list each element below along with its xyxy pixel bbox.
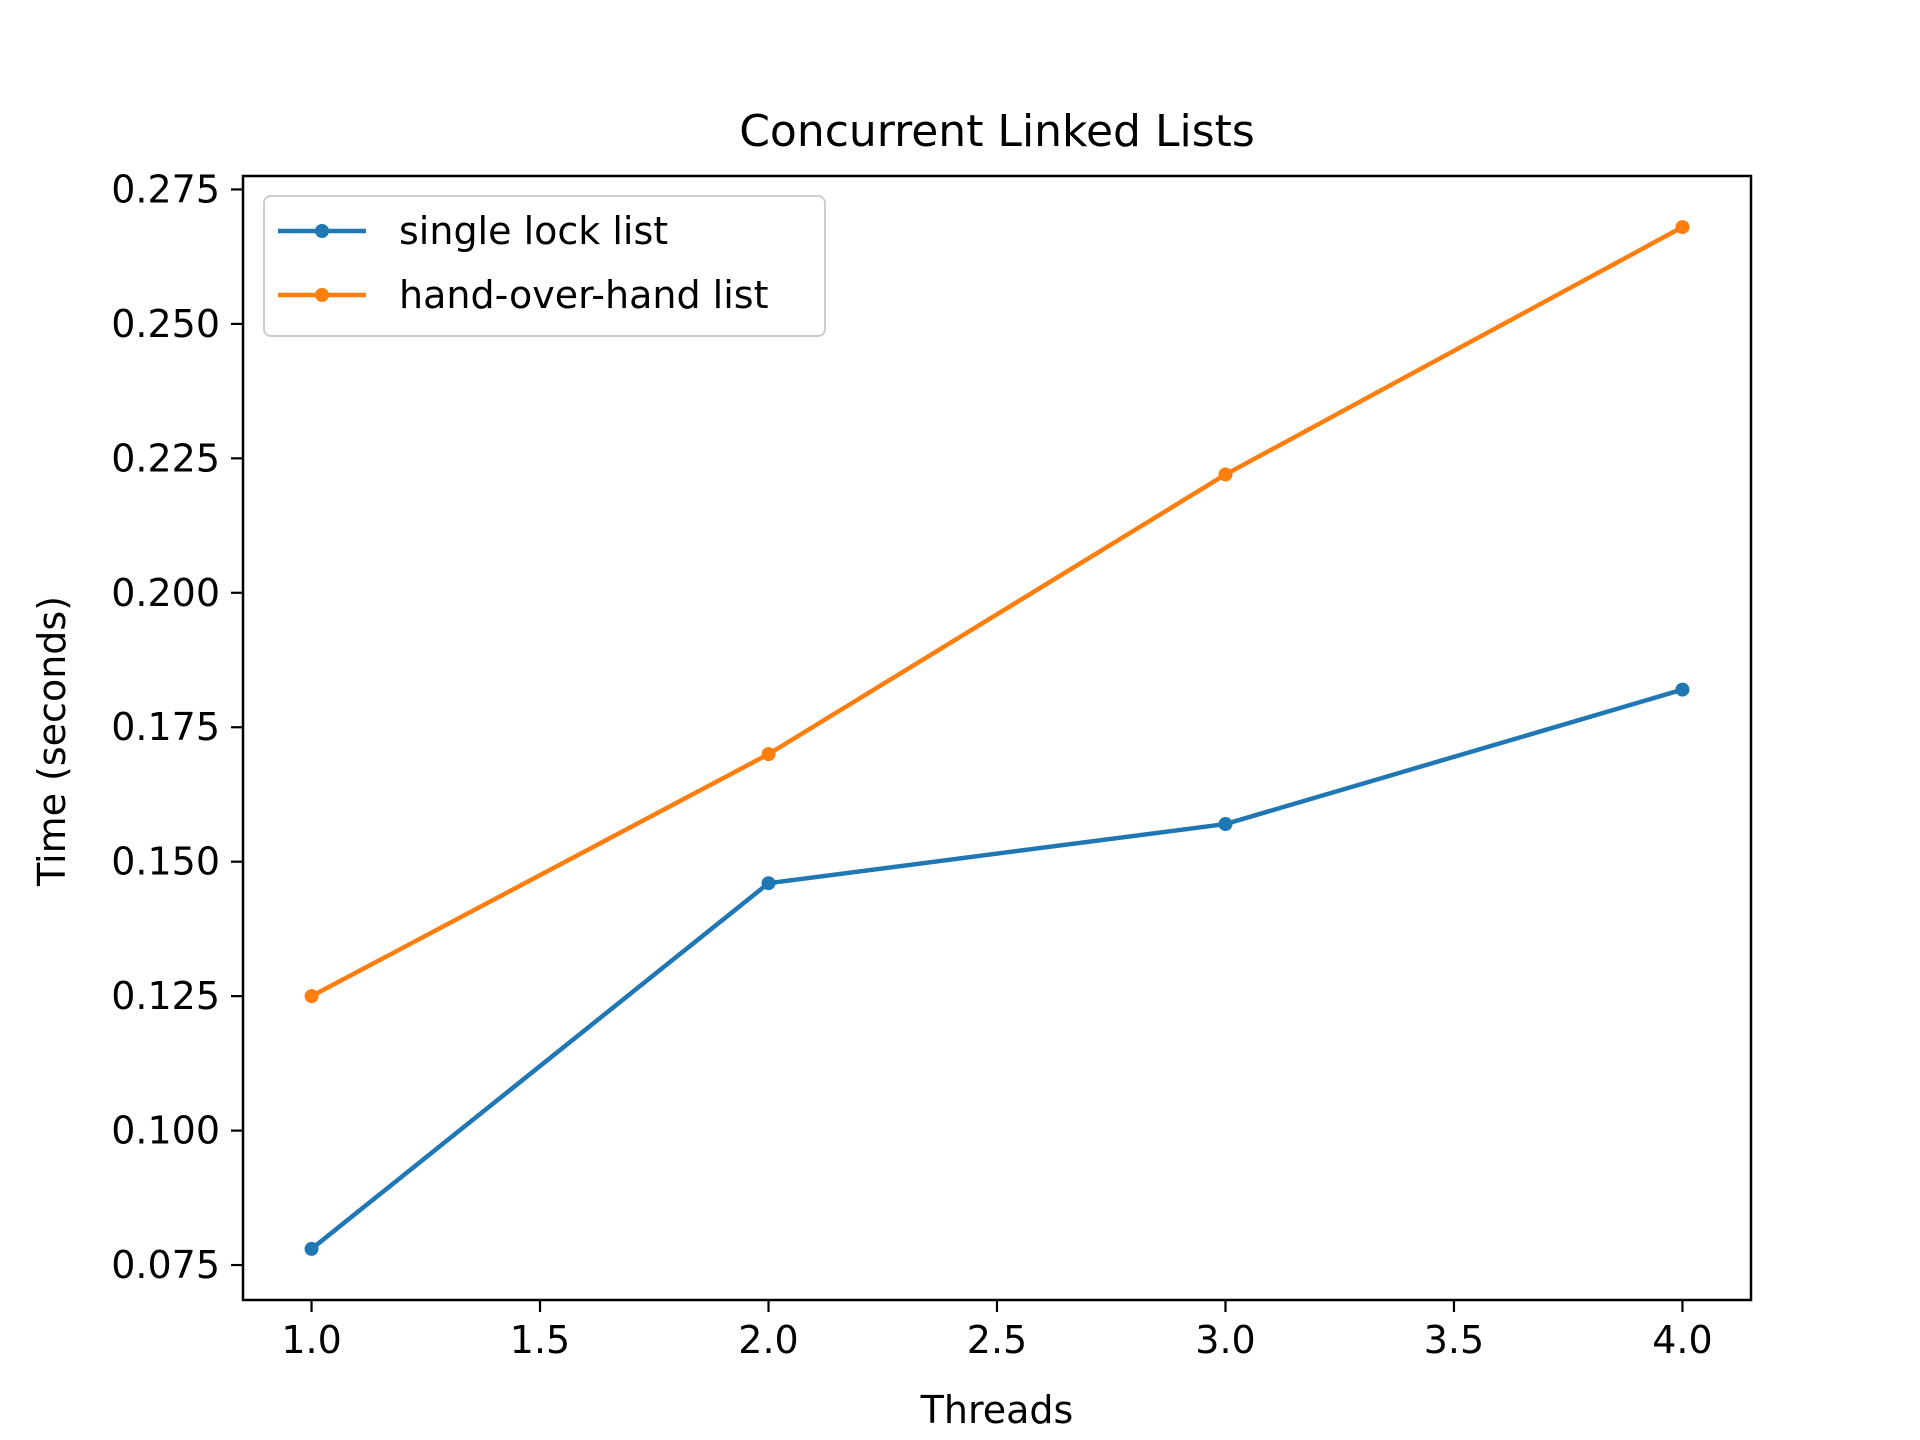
- x-tick-label: 4.0: [1652, 1318, 1712, 1362]
- series-1: [304, 682, 1690, 1256]
- data-point: [304, 989, 319, 1004]
- y-tick-label: 0.275: [111, 167, 220, 211]
- y-tick-label: 0.100: [111, 1109, 220, 1153]
- legend-label: hand-over-hand list: [399, 273, 768, 317]
- data-point: [304, 1241, 319, 1256]
- legend-marker: [315, 288, 329, 302]
- legend-marker: [315, 224, 329, 238]
- y-tick-label: 0.250: [111, 302, 220, 346]
- x-tick-label: 1.0: [281, 1318, 341, 1362]
- data-point: [1675, 682, 1690, 697]
- data-point: [1218, 467, 1233, 482]
- x-axis-label: Threads: [920, 1388, 1074, 1432]
- y-tick-label: 0.150: [111, 840, 220, 884]
- data-point: [1218, 817, 1233, 832]
- series-line: [308, 224, 1686, 1000]
- plot-area-frame: [241, 174, 1753, 1302]
- legend: single lock list hand-over-hand list: [263, 195, 826, 337]
- series-line: [308, 686, 1686, 1253]
- legend-box: [263, 195, 826, 337]
- series-2: [304, 220, 1690, 1004]
- data-point: [1675, 220, 1690, 235]
- data-point: [761, 747, 776, 762]
- x-tick-label: 2.5: [967, 1318, 1027, 1362]
- series-group: [304, 220, 1690, 1256]
- y-tick-label: 0.175: [111, 705, 220, 749]
- y-axis-label: Time (seconds): [30, 596, 74, 887]
- y-tick-label: 0.225: [111, 436, 220, 480]
- x-tick-label: 3.0: [1195, 1318, 1255, 1362]
- x-tick-label: 3.5: [1424, 1318, 1484, 1362]
- y-tick-label: 0.200: [111, 571, 220, 615]
- axis-ticks: 1.0 1.5 2.0 2.5 3.0 3.5 4.0 0.075 0.100 0.125 0.15…: [111, 167, 1712, 1362]
- x-tick-label: 1.5: [510, 1318, 570, 1362]
- chart-title: Concurrent Linked Lists: [739, 106, 1255, 157]
- y-tick-label: 0.075: [111, 1243, 220, 1287]
- x-tick-label: 2.0: [738, 1318, 798, 1362]
- data-point: [761, 876, 776, 891]
- y-tick-label: 0.125: [111, 974, 220, 1018]
- legend-label: single lock list: [399, 209, 668, 253]
